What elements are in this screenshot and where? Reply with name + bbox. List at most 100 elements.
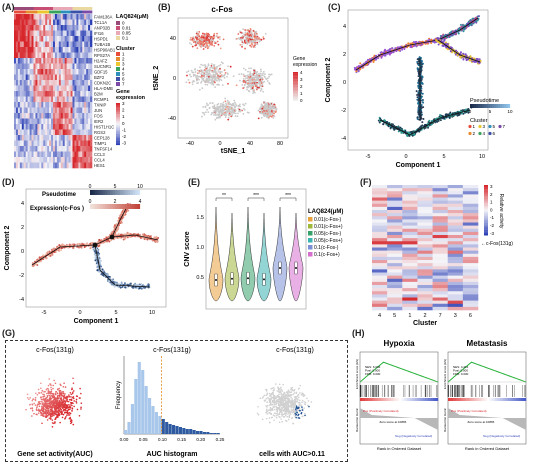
cell-point (268, 75, 270, 78)
panel-label: (C) (328, 2, 341, 12)
legend-text: 1 (473, 124, 476, 129)
heatmap-cell (80, 91, 83, 97)
heatmap-cell (80, 63, 83, 70)
cell-point (251, 43, 254, 46)
heatmap-cell (51, 157, 54, 163)
heatmap-cell (90, 102, 93, 108)
cell-point (420, 103, 423, 106)
heatmap-cell (33, 140, 36, 147)
cell-point (222, 107, 224, 110)
gradient-step (293, 84, 298, 86)
drug-bar-cell (25, 7, 28, 10)
heatmap-cell (64, 58, 67, 64)
cell-point (210, 64, 213, 67)
cell-point (417, 58, 420, 61)
cell-point (35, 258, 38, 261)
heatmap-cell (68, 146, 71, 152)
cell-point (217, 70, 220, 73)
heatmap-cell (60, 113, 64, 119)
heatmap-cell (51, 118, 54, 125)
heatmap-cell (17, 91, 21, 97)
cell-point (453, 33, 456, 36)
legend-text: 6 (122, 77, 125, 82)
heatmap-cell (45, 102, 48, 108)
cell-point (221, 110, 224, 112)
cell-point (260, 77, 263, 80)
cell-point (237, 33, 240, 35)
heatmap-cell (27, 124, 30, 130)
heatmap-cell (37, 129, 40, 136)
heatmap-cell (25, 91, 28, 97)
heatmap-cell (35, 58, 38, 64)
heatmap-cell (82, 91, 85, 97)
heatmap-cell (35, 30, 38, 37)
drug-bar-cell (80, 7, 83, 10)
cell-point (260, 70, 262, 73)
legend-tick: 0 (122, 121, 125, 126)
cell-point (226, 75, 228, 78)
heatmap-cell (88, 52, 91, 59)
cell-point (256, 39, 259, 41)
heatmap-cell (54, 19, 58, 26)
heatmap-cell (56, 36, 60, 42)
cell-point (196, 35, 198, 37)
cell-point (420, 65, 423, 68)
cell-point (420, 59, 423, 62)
cell-point (203, 113, 206, 116)
heatmap-cell (60, 19, 64, 26)
heatmap-cell (80, 58, 83, 64)
gradient-step (478, 104, 481, 108)
heatmap-cell (15, 19, 19, 26)
heatmap-cell (21, 74, 25, 81)
heatmap-cell (47, 135, 50, 141)
cell-point (223, 76, 226, 79)
heatmap-cell (35, 85, 38, 92)
gradient-step (474, 104, 477, 108)
heatmap-cell (70, 36, 73, 42)
heatmap-cell (58, 157, 62, 163)
drug-bar-cell (35, 7, 38, 10)
heatmap-cell (29, 140, 32, 147)
heatmap-cell (84, 107, 87, 114)
legend-tick: -2 (122, 134, 126, 139)
cell-point (203, 73, 206, 76)
cell-point (224, 71, 227, 74)
cell-point (410, 45, 413, 48)
heatmap-cell (90, 151, 93, 158)
cell-point (61, 244, 64, 247)
cell-point (439, 119, 442, 122)
cell-point (422, 117, 425, 120)
cell-point (236, 115, 239, 118)
drug-bar-cell (76, 7, 79, 10)
cell-point (81, 242, 84, 245)
heatmap-cell (86, 102, 89, 108)
gradient-step (293, 74, 298, 76)
heatmap-cell (76, 107, 79, 114)
heatmap-cell (74, 140, 77, 147)
cell-point (473, 57, 476, 60)
heatmap-cell (33, 146, 36, 152)
cell-point (418, 79, 421, 82)
cell-point (421, 92, 424, 95)
heatmap-cell (62, 129, 65, 136)
cell-point (436, 37, 439, 40)
heatmap-cell (90, 113, 93, 119)
heatmap-cell (58, 124, 62, 130)
cell-point (261, 83, 264, 86)
gradient-step (116, 142, 120, 144)
heatmap-cell (58, 151, 62, 158)
cell-point (421, 121, 424, 124)
heatmap-cell (15, 80, 19, 86)
heatmap-cell (27, 151, 30, 158)
cell-point (267, 110, 270, 113)
cell-point (89, 243, 92, 246)
cell-point (260, 112, 263, 115)
heatmap-cell (14, 30, 17, 37)
gradient-step (116, 118, 120, 120)
heatmap-cell (39, 52, 42, 59)
heatmap-cell (88, 135, 91, 141)
heatmap-cell (70, 19, 73, 26)
heatmap-cell (51, 58, 54, 64)
heatmap-cell (19, 96, 23, 103)
